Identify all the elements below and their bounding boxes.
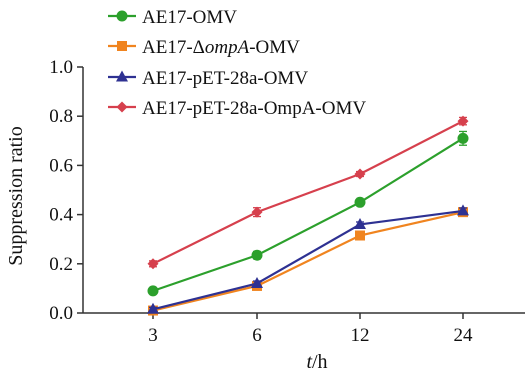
data-point bbox=[251, 206, 263, 218]
y-axis-label: Suppression ratio bbox=[5, 126, 27, 265]
legend-item-4: AE17-pET-28a-OmpA-OMV bbox=[108, 98, 366, 119]
data-point bbox=[354, 217, 366, 229]
x-axis-label-variable: t bbox=[306, 351, 312, 373]
x-axis-label-unit: /h bbox=[312, 351, 328, 373]
legend-label-part: AE17-OMV bbox=[142, 7, 237, 28]
y-ticks: 0.0 0.2 0.4 0.6 0.8 1.0 bbox=[49, 57, 83, 324]
data-point bbox=[355, 230, 365, 241]
x-tick-label: 3 bbox=[148, 325, 158, 346]
data-point bbox=[147, 285, 159, 297]
data-point bbox=[251, 276, 263, 288]
y-tick-label: 0.4 bbox=[49, 205, 73, 226]
y-tick-label: 0.8 bbox=[49, 106, 73, 127]
data-point bbox=[457, 204, 469, 216]
series-line bbox=[152, 120, 464, 265]
x-tick-label: 24 bbox=[454, 325, 474, 346]
legend-label: AE17-OMV bbox=[142, 7, 237, 28]
y-tick-label: 1.0 bbox=[49, 57, 73, 78]
legend-label-part: AE17-pET-28a-OMV bbox=[142, 68, 308, 89]
legend: AE17-OMV AE17-ΔompA-OMV AE17-pET-28a-OMV AE… bbox=[108, 7, 366, 119]
legend-label-part: AE17-Δ bbox=[142, 37, 205, 58]
series-line bbox=[152, 209, 464, 311]
data-point bbox=[354, 168, 366, 180]
legend-label: AE17-pET-28a-OMV bbox=[142, 68, 308, 89]
legend-swatch-marker bbox=[117, 41, 127, 51]
legend-swatch-marker bbox=[116, 101, 128, 113]
data-point bbox=[457, 115, 469, 127]
series-4 bbox=[147, 115, 469, 270]
data-point bbox=[354, 196, 366, 208]
legend-swatch-marker bbox=[116, 70, 128, 82]
series-line bbox=[152, 211, 464, 312]
legend-label-part: AE17-pET-28a-OmpA-OMV bbox=[142, 98, 366, 119]
x-tick-label: 6 bbox=[252, 325, 262, 346]
data-point bbox=[251, 249, 263, 261]
legend-item-2: AE17-ΔompA-OMV bbox=[108, 37, 300, 58]
legend-item-3: AE17-pET-28a-OMV bbox=[108, 68, 308, 89]
series-1 bbox=[147, 130, 469, 297]
plot-area bbox=[147, 115, 469, 316]
legend-label: AE17-pET-28a-OmpA-OMV bbox=[142, 98, 366, 119]
legend-label-part: ompA bbox=[205, 37, 250, 58]
legend-item-1: AE17-OMV bbox=[108, 7, 237, 28]
x-ticks: 3 6 12 24 bbox=[148, 313, 473, 346]
series-3 bbox=[147, 204, 469, 314]
series-line bbox=[152, 137, 464, 292]
data-point bbox=[147, 258, 159, 270]
x-axis-label: t/h bbox=[306, 351, 327, 373]
y-tick-label: 0.0 bbox=[49, 303, 73, 324]
legend-label: AE17-ΔompA-OMV bbox=[142, 37, 300, 58]
y-tick-label: 0.6 bbox=[49, 155, 73, 176]
data-point bbox=[457, 132, 469, 144]
x-tick-label: 12 bbox=[351, 325, 370, 346]
legend-label-part: -OMV bbox=[249, 37, 300, 58]
y-tick-label: 0.2 bbox=[49, 254, 73, 275]
legend-swatch-marker bbox=[116, 10, 128, 22]
data-point bbox=[147, 302, 159, 314]
